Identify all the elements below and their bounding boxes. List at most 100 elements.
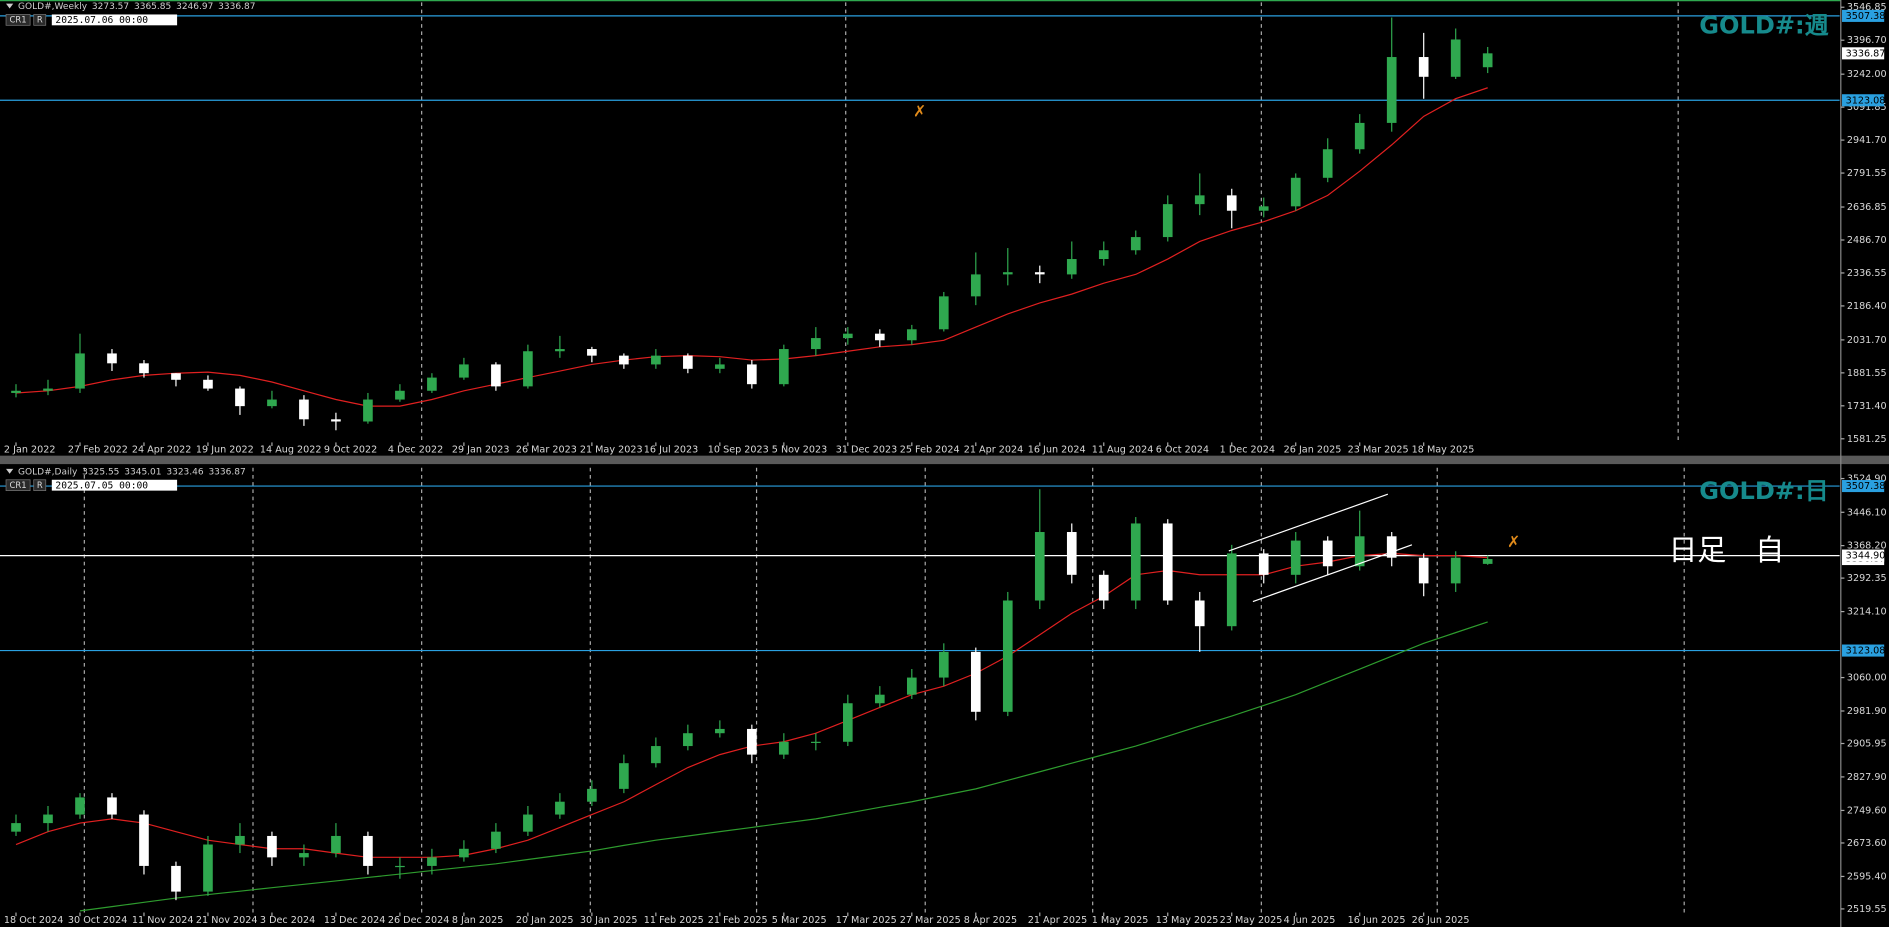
y-tick-label: 2791.55 (1847, 168, 1887, 179)
candle-body (1226, 195, 1237, 211)
x-tick-label: 27 Feb 2022 (68, 445, 128, 456)
candle-body (811, 338, 821, 350)
y-tick-label: 1881.55 (1847, 368, 1887, 379)
x-tick-label: 1 Dec 2024 (1220, 445, 1275, 456)
level-price-box (1842, 549, 1885, 562)
chart-button-label[interactable]: R (37, 15, 43, 25)
x-tick-label: 21 Nov 2024 (196, 915, 258, 926)
header-field: 3325.55 (82, 467, 119, 477)
header-field: GOLD#,Daily (18, 467, 78, 477)
x-tick-label: 1 May 2025 (1092, 915, 1149, 926)
annotation: 日足 自 (1669, 533, 1785, 567)
candle-body (427, 857, 437, 866)
x-tick-label: 8 Apr 2025 (964, 915, 1017, 926)
candle-body (874, 333, 885, 341)
header-field: GOLD#,Weekly (18, 2, 88, 12)
candle-body (619, 763, 629, 789)
x-tick-label: 4 Dec 2022 (388, 445, 443, 456)
candle-body (1258, 553, 1269, 575)
header-field: 3336.87 (208, 467, 245, 477)
x-tick-label: 9 Oct 2022 (324, 445, 377, 456)
x-tick-label: 3 Dec 2024 (260, 915, 315, 926)
candle-body (1162, 523, 1173, 601)
candle-body (651, 746, 661, 764)
candle-body (747, 728, 757, 755)
candle-body (1482, 559, 1493, 564)
level-price-box (1842, 94, 1885, 107)
candle-body (1450, 39, 1461, 77)
y-tick-label: 3091.85 (1847, 102, 1887, 113)
chart-button-label[interactable]: CR1 (10, 480, 27, 490)
x-tick-label: 26 Mar 2023 (516, 445, 577, 456)
candle-body (1034, 272, 1045, 275)
candle-body (523, 814, 533, 832)
candle-body (1194, 600, 1205, 627)
chart-button[interactable] (33, 479, 47, 491)
y-tick-label: 2595.40 (1847, 871, 1887, 882)
candle-body (331, 419, 341, 422)
x-tick-label: 4 Jun 2025 (1284, 915, 1336, 926)
time-box (51, 479, 178, 491)
candle-body (1354, 122, 1365, 150)
candle-body (1130, 523, 1141, 601)
candle-body (811, 741, 821, 743)
x-tick-label: 18 May 2025 (1412, 445, 1475, 456)
candle-body (587, 788, 597, 802)
candle-body (906, 329, 917, 341)
chart-button-label[interactable]: R (37, 480, 43, 490)
candle-body (107, 797, 117, 815)
chart-panel: 1581.25 1731.40 1881.55 2031.70 2186.40 2336.… (0, 2, 1887, 456)
candle-body (715, 364, 725, 369)
candle-body (11, 823, 21, 832)
last-price: 3336.87 (1842, 47, 1885, 60)
x-tick-label: 26 Jan 2025 (1284, 445, 1342, 456)
candle-body (203, 379, 213, 389)
time-box (51, 14, 178, 26)
y-tick-label: 2905.95 (1847, 739, 1887, 750)
candle-body (75, 353, 85, 389)
icons: ✗ ✗ (913, 102, 1520, 551)
x-tick-label: 20 Jan 2025 (516, 915, 574, 926)
candle-body (1098, 250, 1109, 260)
candle-body (43, 814, 53, 824)
candle-body (523, 351, 533, 387)
candle-body (1450, 557, 1461, 584)
candle-body (1418, 57, 1429, 77)
chart-button-label[interactable]: CR1 (10, 15, 27, 25)
period-separators (83, 2, 1685, 913)
y-tick-label: 3546.85 (1847, 2, 1887, 13)
candle-body (75, 797, 85, 815)
candle-body (299, 853, 309, 858)
x-tick-label: 11 Aug 2024 (1092, 445, 1154, 456)
header-field: 3273.57 (92, 2, 129, 12)
candle-body (1066, 259, 1077, 275)
candle-body (619, 355, 629, 365)
candle-body (842, 703, 853, 742)
x-tick-label: 16 Jul 2023 (644, 445, 698, 456)
candle-body (970, 651, 981, 712)
x-tick-label: 8 Jan 2025 (452, 915, 504, 926)
chart-button[interactable] (5, 479, 31, 491)
y-tick-label: 3214.10 (1847, 607, 1887, 618)
candle-body (1290, 540, 1301, 575)
candle-body (491, 831, 501, 849)
panel-splitter (0, 455, 1889, 465)
y-tick-label: 3524.90 (1847, 474, 1887, 485)
moving-average (79, 621, 1488, 912)
y-tick-label: 3242.00 (1847, 69, 1887, 80)
x-tick-label: 27 Mar 2025 (900, 915, 961, 926)
x-tick-label: 10 Sep 2023 (708, 445, 769, 456)
x-tick-label: 26 Dec 2024 (388, 915, 449, 926)
x-tick-label: 31 Dec 2023 (836, 445, 897, 456)
candle-body (651, 355, 661, 365)
candle-body (555, 801, 565, 815)
candle-body (171, 373, 181, 380)
candle-body (1290, 177, 1301, 207)
candle-body (779, 741, 789, 755)
chart-button[interactable] (5, 14, 31, 26)
candle-body (906, 677, 917, 695)
watermark: GOLD#:日 (1699, 477, 1828, 505)
candle-body (107, 353, 117, 364)
chart-button[interactable] (33, 14, 47, 26)
